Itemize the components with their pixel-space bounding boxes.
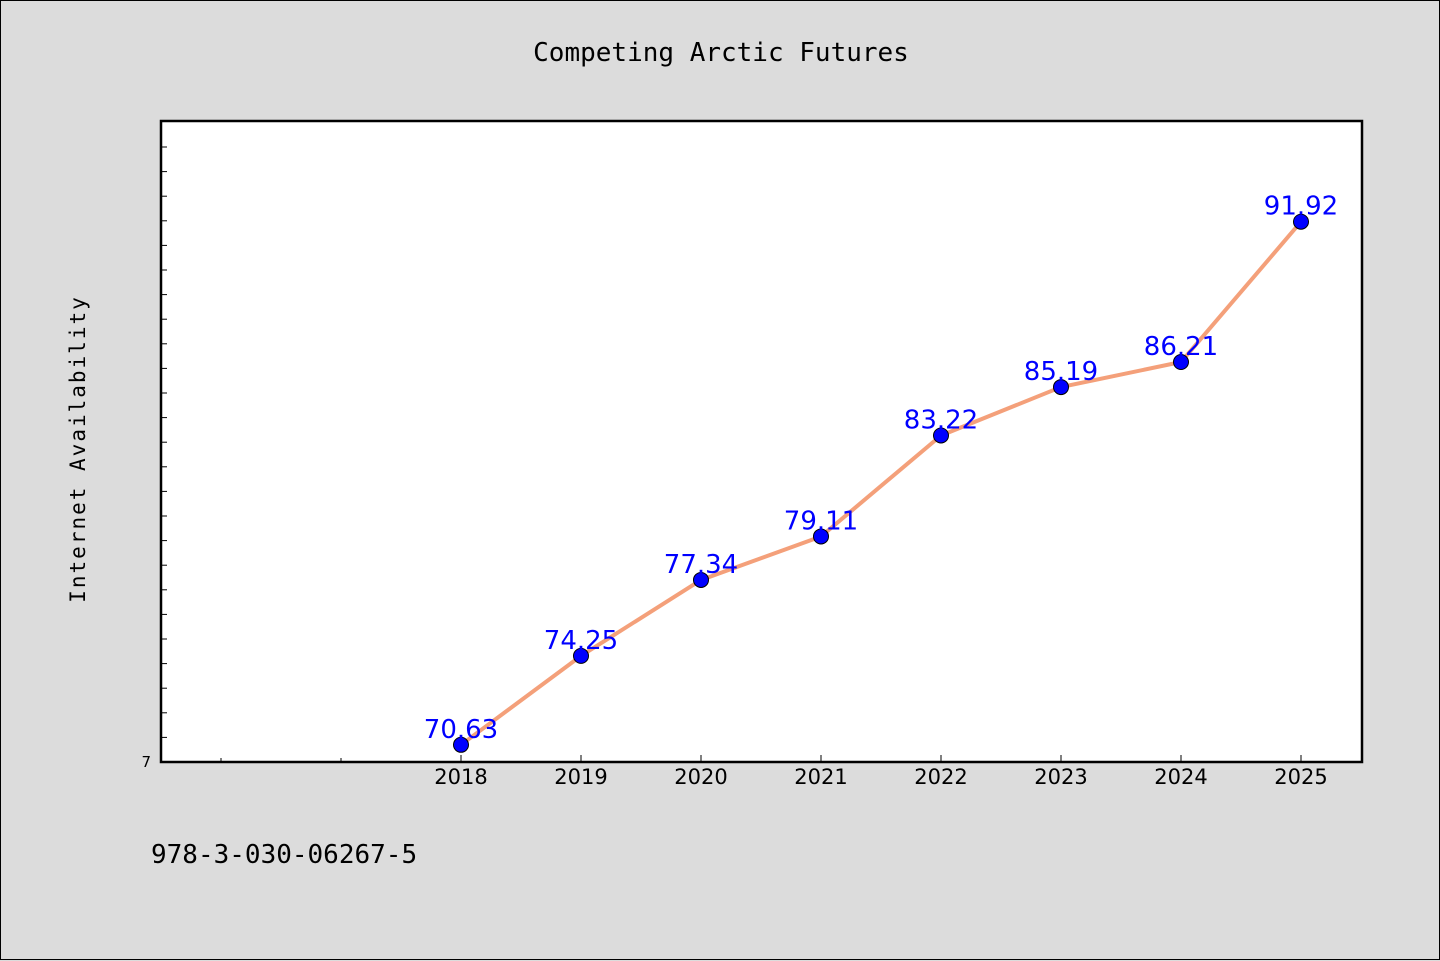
- x-axis-ticks: 2018 2019 2020 2021 2022 2023 2024 2025: [220, 755, 1328, 789]
- data-label: 83.22: [904, 405, 978, 435]
- x-tick-label: 2020: [674, 765, 727, 789]
- series-line: [459, 219, 1303, 747]
- data-label: 91.92: [1264, 192, 1338, 222]
- data-point: [1053, 379, 1069, 396]
- x-tick-label: 2019: [554, 765, 607, 789]
- y-tick-label: 7: [141, 753, 151, 771]
- isbn-text: 978-3-030-06267-5: [151, 840, 417, 870]
- data-label: 86.21: [1144, 332, 1218, 362]
- data-label: 85.19: [1024, 357, 1098, 387]
- x-tick-label: 2018: [434, 765, 487, 789]
- data-point: [573, 647, 589, 664]
- x-tick-label: 2021: [794, 765, 847, 789]
- data-point: [453, 736, 469, 753]
- data-point: [1293, 213, 1309, 230]
- data-label: 77.34: [664, 550, 738, 580]
- data-point: [693, 571, 709, 588]
- data-point: [1173, 354, 1189, 371]
- series-layer: 70.63 74.25 77.34 79.11 83.22 85.19 86.21 91.92: [424, 192, 1338, 753]
- data-point: [933, 427, 949, 444]
- x-tick-label: 2022: [914, 765, 967, 789]
- data-label: 74.25: [544, 626, 618, 656]
- data-point: [813, 528, 829, 545]
- y-axis-label: Internet Availability: [66, 295, 90, 603]
- x-tick-label: 2024: [1154, 765, 1207, 789]
- plot-area: [159, 119, 1364, 764]
- x-tick-label: 2025: [1274, 765, 1327, 789]
- data-label: 79.11: [784, 506, 858, 536]
- x-tick-label: 2023: [1034, 765, 1087, 789]
- chart-title: Competing Arctic Futures: [533, 38, 909, 68]
- data-label: 70.63: [424, 715, 498, 745]
- y-axis-ticks: [161, 146, 167, 763]
